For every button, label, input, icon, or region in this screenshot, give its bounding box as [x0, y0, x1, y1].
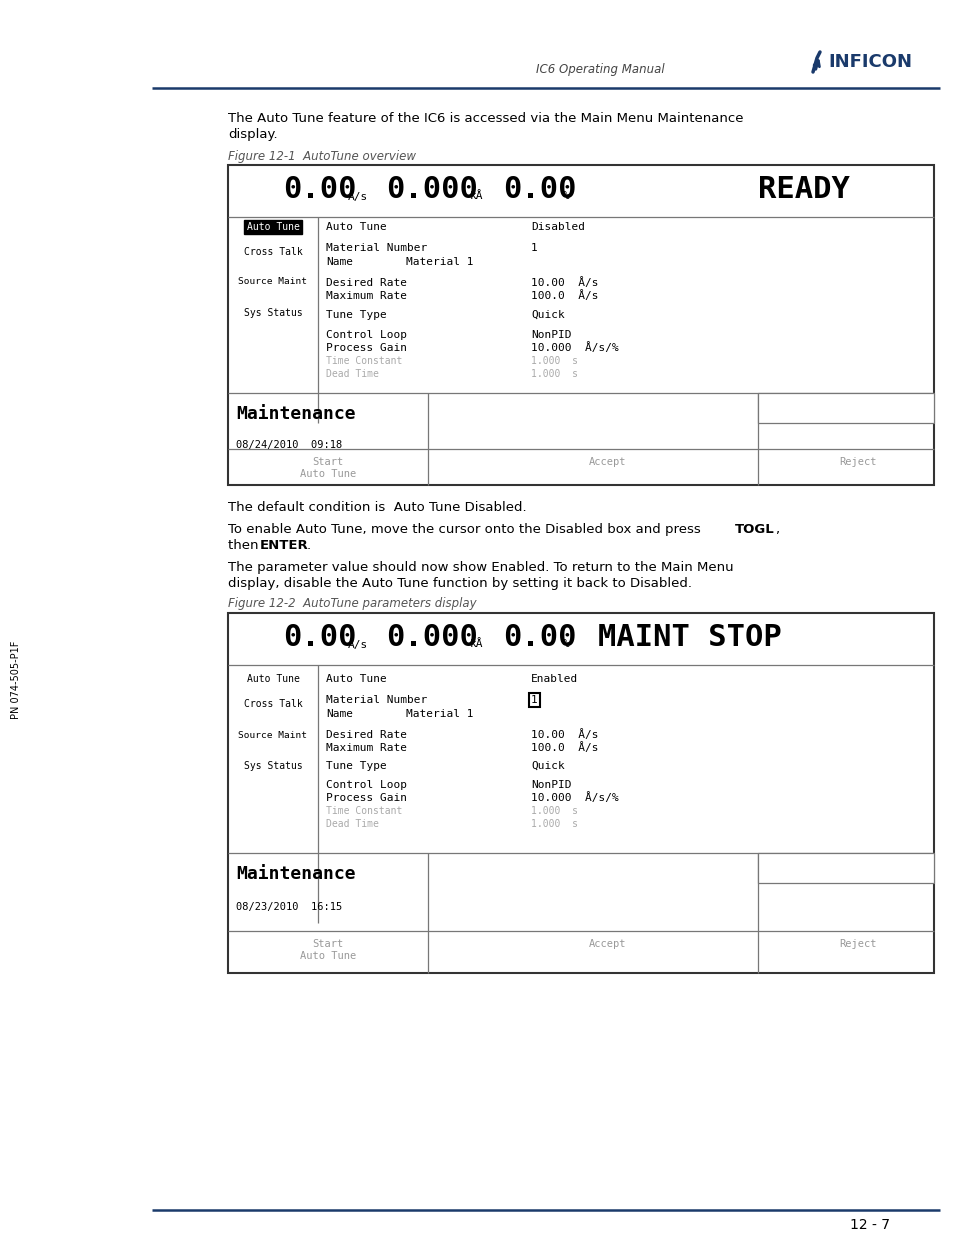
Text: NonPID: NonPID — [531, 330, 571, 340]
Text: display, disable the Auto Tune function by setting it back to Disabled.: display, disable the Auto Tune function … — [228, 577, 691, 590]
Text: Desired Rate: Desired Rate — [326, 730, 407, 740]
Text: 1.000  s: 1.000 s — [531, 369, 578, 379]
Text: Auto Tune: Auto Tune — [326, 222, 386, 232]
Text: 1.000  s: 1.000 s — [531, 806, 578, 816]
Text: Maintenance: Maintenance — [235, 405, 355, 424]
Text: 100.0  Å/s: 100.0 Å/s — [531, 742, 598, 753]
Text: Figure 12-1  AutoTune overview: Figure 12-1 AutoTune overview — [228, 149, 416, 163]
Text: IC6 Operating Manual: IC6 Operating Manual — [536, 63, 663, 77]
Bar — [228, 165, 933, 485]
Text: 0.000: 0.000 — [386, 622, 477, 652]
Text: Time Constant: Time Constant — [326, 806, 402, 816]
Text: Control Loop: Control Loop — [326, 781, 407, 790]
Text: MAINT STOP: MAINT STOP — [598, 622, 781, 652]
Text: Enabled: Enabled — [531, 674, 578, 684]
Text: Disabled: Disabled — [531, 222, 584, 232]
Text: Material 1: Material 1 — [406, 257, 473, 267]
Text: 10.00  Å/s: 10.00 Å/s — [531, 278, 598, 289]
Text: 08/23/2010  16:15: 08/23/2010 16:15 — [235, 902, 342, 911]
Text: .: . — [307, 538, 311, 552]
Text: To enable Auto Tune, move the cursor onto the Disabled box and press: To enable Auto Tune, move the cursor ont… — [228, 522, 704, 536]
Text: Name: Name — [326, 709, 353, 719]
Text: Accept: Accept — [589, 939, 626, 948]
Text: Dead Time: Dead Time — [326, 369, 378, 379]
Text: Process Gain: Process Gain — [326, 343, 407, 353]
Text: Dead Time: Dead Time — [326, 819, 378, 829]
Text: Figure 12-2  AutoTune parameters display: Figure 12-2 AutoTune parameters display — [228, 597, 476, 610]
Text: Time Constant: Time Constant — [326, 356, 402, 366]
Text: The Auto Tune feature of the IC6 is accessed via the Main Menu Maintenance: The Auto Tune feature of the IC6 is acce… — [228, 112, 742, 125]
Text: ,: , — [774, 522, 779, 536]
Text: ENTER: ENTER — [260, 538, 309, 552]
Text: READY: READY — [758, 175, 849, 204]
Text: %: % — [562, 638, 569, 650]
Text: 12 - 7: 12 - 7 — [849, 1218, 889, 1233]
Text: 0.00: 0.00 — [502, 175, 576, 204]
Text: Start: Start — [312, 939, 343, 948]
Text: Process Gain: Process Gain — [326, 793, 407, 803]
Text: Auto Tune: Auto Tune — [326, 674, 386, 684]
Text: Start: Start — [312, 457, 343, 467]
Text: Reject: Reject — [839, 939, 876, 948]
Text: kÅ: kÅ — [470, 191, 483, 201]
Text: 100.0  Å/s: 100.0 Å/s — [531, 290, 598, 301]
Bar — [758, 393, 933, 424]
Bar — [228, 613, 933, 973]
Text: Quick: Quick — [531, 761, 564, 771]
Text: Auto Tune: Auto Tune — [246, 674, 299, 684]
Text: Quick: Quick — [531, 310, 564, 320]
Text: Source Maint: Source Maint — [238, 730, 307, 740]
Text: Material Number: Material Number — [326, 695, 427, 705]
Text: Auto Tune: Auto Tune — [299, 469, 355, 479]
Text: Cross Talk: Cross Talk — [243, 247, 302, 257]
Text: Material 1: Material 1 — [406, 709, 473, 719]
Text: Maximum Rate: Maximum Rate — [326, 743, 407, 753]
Text: Source Maint: Source Maint — [238, 278, 307, 287]
Text: 0.00: 0.00 — [502, 622, 576, 652]
Text: Auto Tune: Auto Tune — [299, 951, 355, 961]
Text: 10.00  Å/s: 10.00 Å/s — [531, 730, 598, 741]
Text: Tune Type: Tune Type — [326, 761, 386, 771]
Text: 1.000  s: 1.000 s — [531, 819, 578, 829]
Text: display.: display. — [228, 128, 277, 141]
Text: Maximum Rate: Maximum Rate — [326, 291, 407, 301]
Text: 1: 1 — [531, 695, 537, 705]
Text: INFICON: INFICON — [827, 53, 911, 70]
Text: Sys Status: Sys Status — [243, 308, 302, 317]
Text: Name: Name — [326, 257, 353, 267]
Text: 10.000  Å/s/%: 10.000 Å/s/% — [531, 342, 618, 353]
Text: The default condition is  Auto Tune Disabled.: The default condition is Auto Tune Disab… — [228, 501, 526, 514]
Text: kÅ: kÅ — [470, 638, 483, 650]
Text: 1.000  s: 1.000 s — [531, 356, 578, 366]
Text: 0.00: 0.00 — [283, 622, 356, 652]
Text: Reject: Reject — [839, 457, 876, 467]
Text: NonPID: NonPID — [531, 781, 571, 790]
Text: then: then — [228, 538, 262, 552]
Text: 1: 1 — [531, 243, 537, 253]
Text: PN 074-505-P1F: PN 074-505-P1F — [11, 641, 21, 719]
Text: 10.000  Å/s/%: 10.000 Å/s/% — [531, 793, 618, 804]
Bar — [758, 853, 933, 883]
Text: %: % — [562, 191, 569, 201]
Text: Accept: Accept — [589, 457, 626, 467]
Text: The parameter value should now show Enabled. To return to the Main Menu: The parameter value should now show Enab… — [228, 561, 733, 574]
Text: Sys Status: Sys Status — [243, 761, 302, 771]
Text: TOGL: TOGL — [734, 522, 774, 536]
Text: Desired Rate: Desired Rate — [326, 278, 407, 288]
Text: 0.00: 0.00 — [283, 175, 356, 204]
Text: Tune Type: Tune Type — [326, 310, 386, 320]
Text: Material Number: Material Number — [326, 243, 427, 253]
Text: Auto Tune: Auto Tune — [246, 222, 299, 232]
Text: Å/s: Å/s — [348, 638, 368, 650]
Text: Maintenance: Maintenance — [235, 864, 355, 883]
Text: Control Loop: Control Loop — [326, 330, 407, 340]
Text: 08/24/2010  09:18: 08/24/2010 09:18 — [235, 440, 342, 450]
Text: 0.000: 0.000 — [386, 175, 477, 204]
Text: Cross Talk: Cross Talk — [243, 699, 302, 709]
Text: Å/s: Å/s — [348, 191, 368, 201]
